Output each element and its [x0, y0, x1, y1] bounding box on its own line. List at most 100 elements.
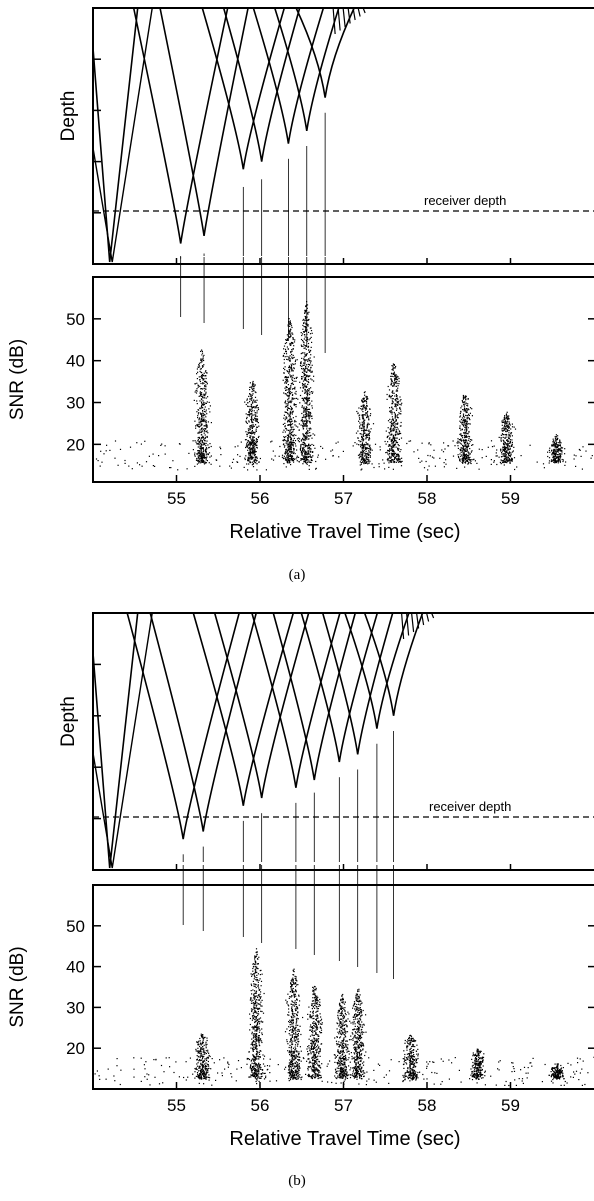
snr-point [255, 430, 257, 432]
snr-point [302, 449, 304, 451]
snr-point [204, 434, 206, 436]
snr-point [401, 460, 403, 462]
snr-point [305, 365, 307, 367]
snr-point [291, 442, 293, 444]
snr-point [363, 414, 365, 416]
snr-point [391, 442, 393, 444]
snr-point [505, 420, 507, 422]
snr-point [295, 390, 297, 393]
snr-point [288, 431, 291, 433]
snr-point [197, 1056, 199, 1058]
snr-point [192, 449, 194, 451]
ray-fan-line [347, 7, 351, 24]
snr-point [287, 325, 289, 327]
snr-point [197, 457, 199, 459]
snr-point [284, 451, 287, 453]
snr-point [310, 458, 312, 460]
snr-point [290, 441, 292, 443]
snr-point [287, 421, 289, 423]
snr-point [284, 377, 286, 379]
snr-point [202, 415, 204, 417]
snr-point [305, 309, 307, 311]
snr-point [285, 386, 287, 389]
snr-point [581, 1068, 583, 1070]
snr-point [507, 443, 509, 445]
snr-point [250, 403, 252, 405]
snr-point [98, 1075, 100, 1077]
snr-point [288, 448, 290, 450]
snr-point [247, 457, 249, 459]
snr-point [398, 438, 400, 440]
snr-point [497, 1068, 499, 1070]
snr-point [303, 457, 305, 459]
snr-point [245, 431, 247, 433]
snr-point [252, 1008, 254, 1010]
snr-point [201, 458, 204, 460]
snr-point [252, 419, 254, 421]
snr-point [252, 1043, 254, 1045]
snr-point [248, 443, 250, 445]
snr-point [255, 951, 257, 954]
snr-point [204, 385, 206, 388]
snr-point [398, 1061, 400, 1063]
snr-point [200, 453, 202, 455]
snr-point [197, 453, 199, 455]
snr-point [289, 371, 291, 373]
snr-point [247, 447, 250, 449]
snr-point [304, 460, 306, 462]
snr-point [256, 1028, 258, 1030]
snr-point [203, 1050, 205, 1052]
snr-point [257, 1072, 259, 1074]
snr-point [305, 367, 307, 369]
snr-point [394, 457, 396, 459]
snr-point [288, 330, 290, 332]
snr-point [427, 1063, 429, 1065]
snr-point [254, 963, 256, 965]
snr-point [308, 415, 310, 417]
snr-point [201, 461, 203, 463]
snr-point [293, 404, 295, 406]
snr-point [469, 423, 471, 425]
snr-point [290, 421, 292, 423]
snr-point [202, 383, 204, 385]
snr-point [205, 1052, 207, 1055]
snr-point [561, 447, 564, 449]
snr-point [253, 410, 255, 412]
snr-point [292, 1027, 294, 1029]
snr-point [206, 448, 208, 450]
snr-point [559, 454, 562, 457]
snr-point [255, 1078, 257, 1080]
snr-point [504, 423, 506, 425]
snr-point [306, 458, 308, 460]
snr-point [362, 445, 364, 447]
snr-point [306, 336, 308, 338]
snr-point [388, 396, 390, 398]
snr-point [310, 346, 312, 348]
snr-point [359, 453, 361, 455]
snr-point [252, 401, 254, 403]
snr-point [206, 454, 208, 456]
snr-point [551, 454, 553, 456]
snr-point [364, 429, 366, 431]
snr-point [247, 1058, 250, 1060]
snr-point [254, 1010, 257, 1012]
snr-point [300, 440, 302, 442]
snr-point [309, 327, 311, 329]
snr-point [247, 428, 249, 430]
snr-point [201, 419, 203, 421]
snr-point [363, 438, 365, 440]
snr-point [259, 993, 261, 995]
snr-point [368, 423, 370, 425]
snr-point [199, 1050, 201, 1052]
snr-point [493, 445, 495, 447]
snr-point [291, 1023, 293, 1025]
snr-point [291, 431, 293, 434]
snr-point [552, 450, 555, 452]
snr-point [204, 394, 206, 396]
snr-point [251, 394, 253, 396]
snr-point [199, 379, 201, 381]
snr-point [201, 377, 203, 379]
snr-point [293, 341, 296, 343]
snr-point [368, 437, 370, 439]
snr-point [288, 436, 290, 438]
